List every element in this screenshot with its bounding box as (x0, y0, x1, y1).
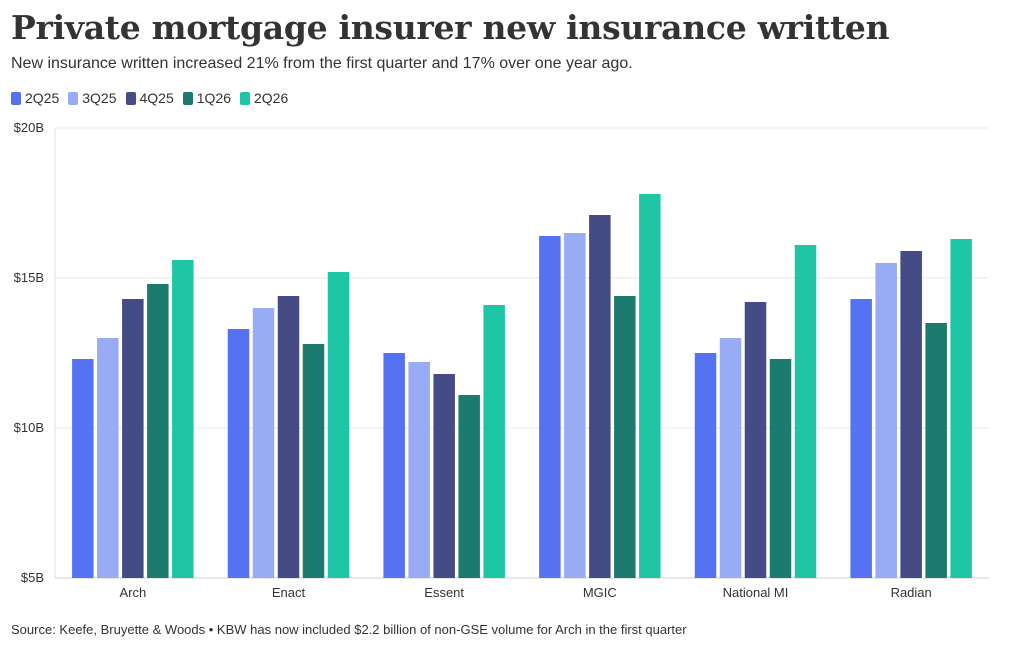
bar-2q26 (172, 260, 194, 578)
legend-swatch (182, 91, 193, 105)
x-tick-label: Arch (119, 585, 146, 600)
bar-3q25 (875, 263, 897, 578)
legend-label: 3Q25 (82, 90, 117, 106)
chart-subtitle: New insurance written increased 21% from… (11, 55, 633, 72)
y-tick-label: $15B (14, 270, 44, 285)
legend-swatch (240, 91, 250, 105)
legend-item-2q25: 2Q25 (11, 90, 59, 106)
legend-label: 2Q26 (254, 90, 289, 106)
y-tick-label: $20B (14, 120, 44, 135)
bar-4q25 (744, 302, 767, 578)
y-tick-label: $10B (14, 420, 44, 435)
x-tick-label: Enact (272, 585, 306, 600)
bar-2q26 (950, 239, 972, 578)
legend-swatch (68, 91, 79, 105)
x-tick-label: MGIC (583, 585, 617, 600)
bar-2q25 (72, 359, 94, 578)
bar-1q26 (614, 296, 636, 578)
x-tick-label: National MI (723, 585, 789, 600)
legend-label: 4Q25 (139, 90, 174, 106)
chart-legend: 2Q25 3Q25 4Q25 1Q26 2Q26 (11, 90, 288, 106)
bar-1q26 (147, 284, 169, 578)
y-tick-label: $5B (21, 570, 44, 585)
legend-swatch (125, 91, 136, 105)
bar-2q26 (794, 245, 817, 578)
legend-item-4q25: 4Q25 (125, 90, 174, 106)
bar-3q25 (719, 338, 742, 578)
bar-2q25 (850, 299, 872, 578)
chart-title: Private mortgage insurer new insurance w… (11, 8, 890, 47)
bar-4q25 (900, 251, 922, 578)
bar-4q25 (589, 215, 611, 578)
bar-2q25 (694, 353, 717, 578)
legend-swatch (11, 91, 21, 105)
legend-item-1q26: 1Q26 (182, 90, 231, 106)
bar-2q25 (383, 353, 405, 578)
bar-2q26 (327, 272, 350, 578)
bar-1q26 (925, 323, 947, 578)
bar-2q26 (483, 305, 505, 578)
legend-label: 1Q26 (196, 90, 231, 106)
legend-item-2q26: 2Q26 (240, 90, 288, 106)
bar-4q25 (122, 299, 144, 578)
x-tick-label: Essent (424, 585, 464, 600)
bar-3q25 (97, 338, 119, 578)
bar-3q25 (408, 362, 430, 578)
bar-1q26 (769, 359, 792, 578)
bar-4q25 (433, 374, 455, 578)
source-note: Source: Keefe, Bruyette & Woods • KBW ha… (11, 622, 687, 637)
legend-label: 2Q25 (25, 90, 60, 106)
bar-2q26 (639, 194, 661, 578)
bar-1q26 (458, 395, 480, 578)
bar-1q26 (302, 344, 325, 578)
bar-4q25 (277, 296, 300, 578)
bar-2q25 (539, 236, 561, 578)
bar-2q25 (227, 329, 250, 578)
bar-3q25 (252, 308, 275, 578)
x-tick-label: Radian (891, 585, 932, 600)
bar-3q25 (564, 233, 586, 578)
legend-item-3q25: 3Q25 (68, 90, 117, 106)
